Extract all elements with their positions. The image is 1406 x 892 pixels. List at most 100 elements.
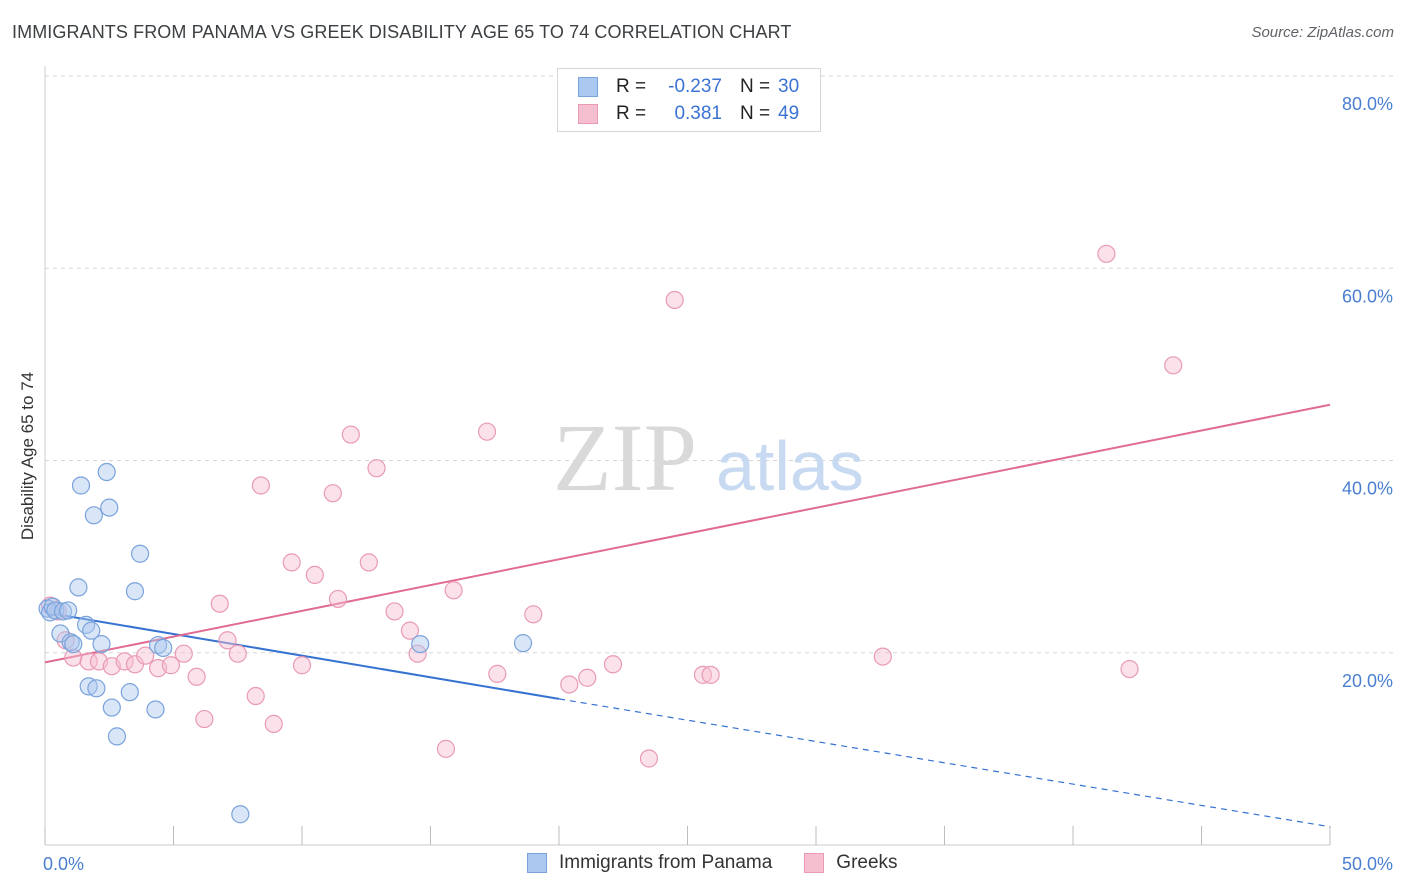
watermark-atlas: atlas — [716, 427, 864, 505]
legend-swatch-blue — [527, 853, 547, 873]
legend-swatch-pink — [804, 853, 825, 873]
trendline-greeks — [44, 403, 1331, 664]
point-panama — [100, 498, 119, 517]
point-greeks — [873, 647, 892, 666]
point-greeks — [328, 589, 348, 609]
point-greeks — [79, 652, 98, 671]
y-tick-label: 20.0% — [1342, 671, 1393, 691]
legend-swatch-blue — [578, 77, 598, 97]
legend-r-value: -0.237 — [668, 76, 722, 97]
point-greeks — [282, 553, 301, 572]
point-greeks — [195, 709, 214, 729]
point-panama — [64, 634, 83, 654]
point-panama — [120, 683, 139, 702]
axes — [44, 66, 1331, 846]
point-greeks — [1164, 356, 1183, 375]
point-greeks — [292, 656, 312, 675]
trendline-panama — [44, 611, 560, 700]
point-greeks — [305, 565, 324, 584]
source-label: Source: ZipAtlas.com — [1251, 24, 1394, 41]
point-panama — [53, 602, 73, 621]
grid-lines — [45, 75, 1393, 654]
point-greeks — [639, 749, 659, 768]
point-greeks — [578, 668, 597, 687]
tick-labels: 20.0% 40.0% 60.0% 80.0% 0.0% 50.0% — [43, 94, 1393, 874]
point-panama — [154, 638, 173, 658]
point-greeks — [115, 652, 134, 671]
point-panama — [82, 621, 101, 640]
point-greeks — [385, 602, 404, 621]
point-greeks — [218, 631, 237, 650]
point-panama — [411, 634, 430, 654]
point-panama — [59, 601, 78, 620]
point-greeks — [136, 646, 155, 665]
legend-n-label: N = — [740, 103, 771, 124]
point-greeks — [228, 644, 247, 663]
point-panama — [148, 635, 168, 655]
point-greeks — [323, 484, 342, 503]
legend-row-greeks: R = 0.381 N = 49 — [578, 102, 799, 126]
legend-r-value: 0.381 — [674, 103, 722, 124]
watermark: ZIP atlas — [553, 404, 864, 511]
y-tick-label: 80.0% — [1342, 94, 1393, 114]
x-tick-label: 0.0% — [43, 854, 84, 874]
chart-title: IMMIGRANTS FROM PANAMA VS GREEK DISABILI… — [12, 22, 792, 42]
point-greeks — [210, 594, 229, 613]
point-greeks — [524, 605, 543, 624]
point-greeks — [1120, 659, 1139, 679]
point-panama — [107, 727, 127, 746]
point-greeks — [187, 667, 206, 686]
point-greeks — [64, 648, 83, 667]
point-panama — [87, 679, 106, 698]
point-greeks — [251, 476, 270, 495]
legend-n-value: 49 — [778, 103, 800, 124]
point-panama — [125, 582, 145, 601]
point-greeks — [701, 665, 720, 684]
point-panama — [231, 805, 250, 824]
y-tick-label: 60.0% — [1342, 286, 1393, 306]
point-panama — [71, 476, 91, 495]
point-greeks — [341, 425, 360, 444]
point-panama — [84, 506, 103, 525]
point-greeks — [359, 553, 378, 572]
point-panama — [46, 601, 65, 620]
legend-label-greeks: Greeks — [836, 852, 898, 873]
point-greeks — [665, 290, 684, 310]
series-legend: Immigrants from Panama Greeks — [527, 852, 930, 874]
point-greeks — [400, 621, 420, 640]
point-greeks — [367, 459, 386, 478]
point-panama — [146, 700, 165, 719]
stats-legend: R = -0.237 N = 30 R = 0.381 N = 49 — [557, 68, 821, 132]
legend-r-label: R = — [616, 103, 647, 124]
point-greeks — [246, 686, 265, 706]
legend-row-panama: R = -0.237 N = 30 — [578, 75, 799, 99]
point-greeks — [477, 422, 497, 441]
legend-n-value: 30 — [778, 76, 800, 97]
point-panama — [513, 634, 533, 653]
trendline-panama-extension — [558, 698, 1331, 828]
point-greeks — [436, 739, 456, 758]
point-panama — [61, 633, 80, 652]
legend-swatch-pink — [578, 104, 598, 124]
x-tick-label: 50.0% — [1342, 854, 1393, 874]
point-greeks — [444, 581, 463, 600]
point-panama — [69, 578, 88, 597]
point-greeks — [174, 644, 193, 663]
y-tick-label: 40.0% — [1342, 479, 1393, 499]
data-points — [38, 107, 1183, 824]
legend-label-panama: Immigrants from Panama — [559, 852, 773, 873]
legend-item-panama[interactable]: Immigrants from Panama — [527, 852, 772, 874]
point-panama — [102, 698, 121, 717]
legend-n-label: N = — [740, 76, 771, 97]
legend-item-greeks[interactable]: Greeks — [804, 852, 898, 874]
watermark-zip: ZIP — [553, 404, 697, 511]
point-greeks — [693, 665, 713, 684]
point-greeks — [488, 664, 507, 683]
trendlines — [44, 403, 1331, 828]
point-greeks — [161, 656, 181, 675]
point-panama — [92, 634, 111, 654]
point-greeks — [1097, 244, 1116, 263]
legend-r-label: R = — [616, 76, 647, 97]
point-panama — [77, 615, 96, 634]
